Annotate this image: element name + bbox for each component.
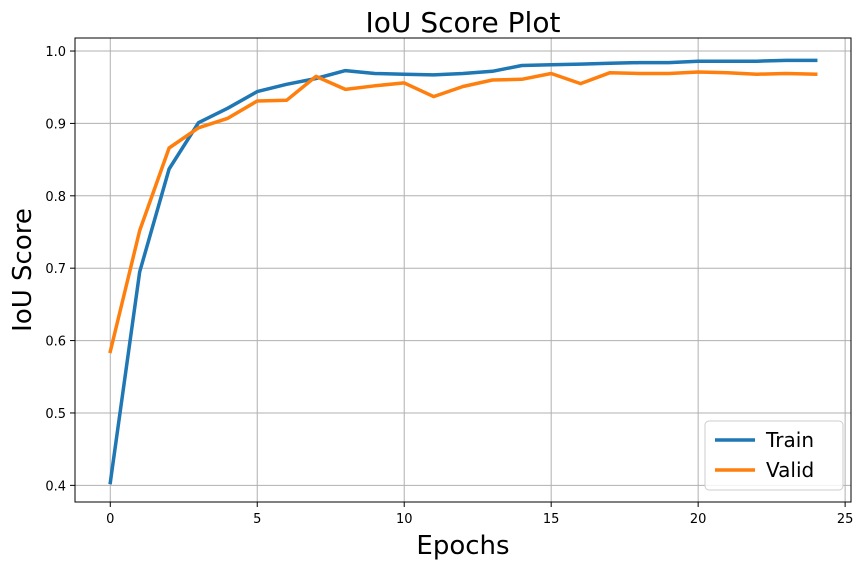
x-axis-title: Epochs xyxy=(416,531,509,561)
x-tick-label: 10 xyxy=(396,512,413,527)
series-line-valid xyxy=(108,70,818,354)
y-tick-label: 0.4 xyxy=(45,479,66,494)
series-line-train xyxy=(108,58,818,485)
legend-label-train: Train xyxy=(765,428,814,452)
x-tick-label: 25 xyxy=(837,512,854,527)
series-layer xyxy=(108,58,818,485)
y-tick-label: 0.5 xyxy=(45,407,66,422)
x-tick-label: 20 xyxy=(690,512,707,527)
y-tick-label: 0.6 xyxy=(45,335,66,350)
x-tick-label: 5 xyxy=(253,512,261,527)
chart-title: IoU Score Plot xyxy=(366,6,561,39)
y-tick-label: 0.8 xyxy=(45,190,66,205)
grid-layer xyxy=(75,38,851,502)
x-tick-label: 0 xyxy=(106,512,114,527)
legend: Train Valid xyxy=(704,420,844,491)
legend-label-valid: Valid xyxy=(766,458,814,482)
y-axis-title: IoU Score xyxy=(8,208,38,332)
plot-frame xyxy=(74,37,852,503)
tick-layer: 0 5 10 15 20 25 0.4 0.5 0.6 0.7 0.8 0.9 1.0 xyxy=(45,45,853,527)
y-tick-label: 0.7 xyxy=(45,262,66,277)
y-tick-label: 0.9 xyxy=(45,117,66,132)
y-tick-label: 1.0 xyxy=(45,45,66,60)
x-tick-label: 15 xyxy=(543,512,560,527)
